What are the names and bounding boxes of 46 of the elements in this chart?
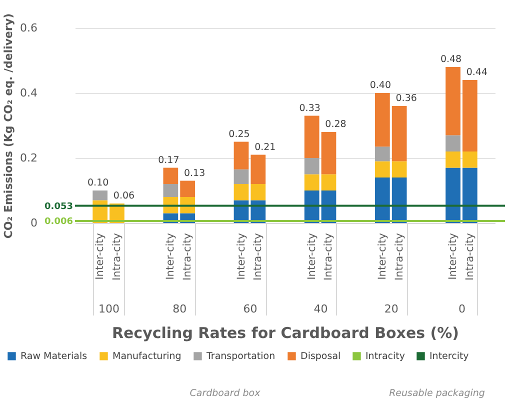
x-tick-label: Inter-city xyxy=(94,233,106,280)
legend-label: Manufacturing xyxy=(112,351,182,362)
total-label: 0.48 xyxy=(440,54,462,65)
total-label: 0.17 xyxy=(158,154,180,166)
x-tick-label: Intra-city xyxy=(182,233,194,280)
x-tick-label: Inter-city xyxy=(164,233,177,280)
y-tick-label: 0 xyxy=(30,216,38,230)
y-tick-label: 0.6 xyxy=(20,22,38,34)
legend-label: Raw Materials xyxy=(20,351,88,362)
x-tick-label: Intra-city xyxy=(393,233,406,280)
x-tick-label: Inter-city xyxy=(235,233,248,280)
text: 80 xyxy=(172,302,187,316)
total-label: 0.33 xyxy=(299,102,320,114)
x-tick-label: Inter-city xyxy=(447,233,460,280)
legend-label: Transportation xyxy=(206,351,276,362)
text: 20 xyxy=(384,302,398,316)
text: 0.053 xyxy=(44,202,73,212)
text: 40 xyxy=(314,302,328,316)
total-label: 0.44 xyxy=(466,67,488,78)
y-axis-title: CO₂ Emissions (Kg CO₂ eq. /delivery) xyxy=(2,13,16,239)
text: 100 xyxy=(98,302,120,316)
total-label: 0.28 xyxy=(325,119,346,130)
total-label: 0.13 xyxy=(184,168,206,179)
x-tick-label: Inter-city xyxy=(306,233,318,280)
total-label: 0.40 xyxy=(370,80,392,91)
y-tick-label: 0.4 xyxy=(20,86,38,100)
x-tick-label: Intra-city xyxy=(464,233,476,280)
x-tick-label: Intra-city xyxy=(322,233,335,280)
x-tick-label: Intra-city xyxy=(110,233,123,280)
text: Cardboard box xyxy=(190,388,261,399)
total-label: 0.21 xyxy=(254,142,276,153)
total-label: 0.25 xyxy=(228,128,250,140)
text: Reusable packaging xyxy=(389,388,485,399)
total-label: 0.36 xyxy=(396,93,417,104)
total-label: 0.06 xyxy=(113,190,135,202)
text: 60 xyxy=(243,302,258,316)
y-tick-label: 0.2 xyxy=(20,152,38,164)
legend-label: Intercity xyxy=(430,351,470,362)
legend-label: Disposal xyxy=(300,351,341,362)
text: 0 xyxy=(458,302,466,316)
text: 0.006 xyxy=(44,217,73,228)
legend-label: Intracity xyxy=(366,351,406,362)
x-tick-label: Intra-city xyxy=(252,233,264,280)
x-tick-label: Inter-city xyxy=(376,233,388,280)
total-label: 0.10 xyxy=(88,178,109,188)
x-axis-title: Recycling Rates for Cardboard Boxes (%) xyxy=(112,324,460,342)
